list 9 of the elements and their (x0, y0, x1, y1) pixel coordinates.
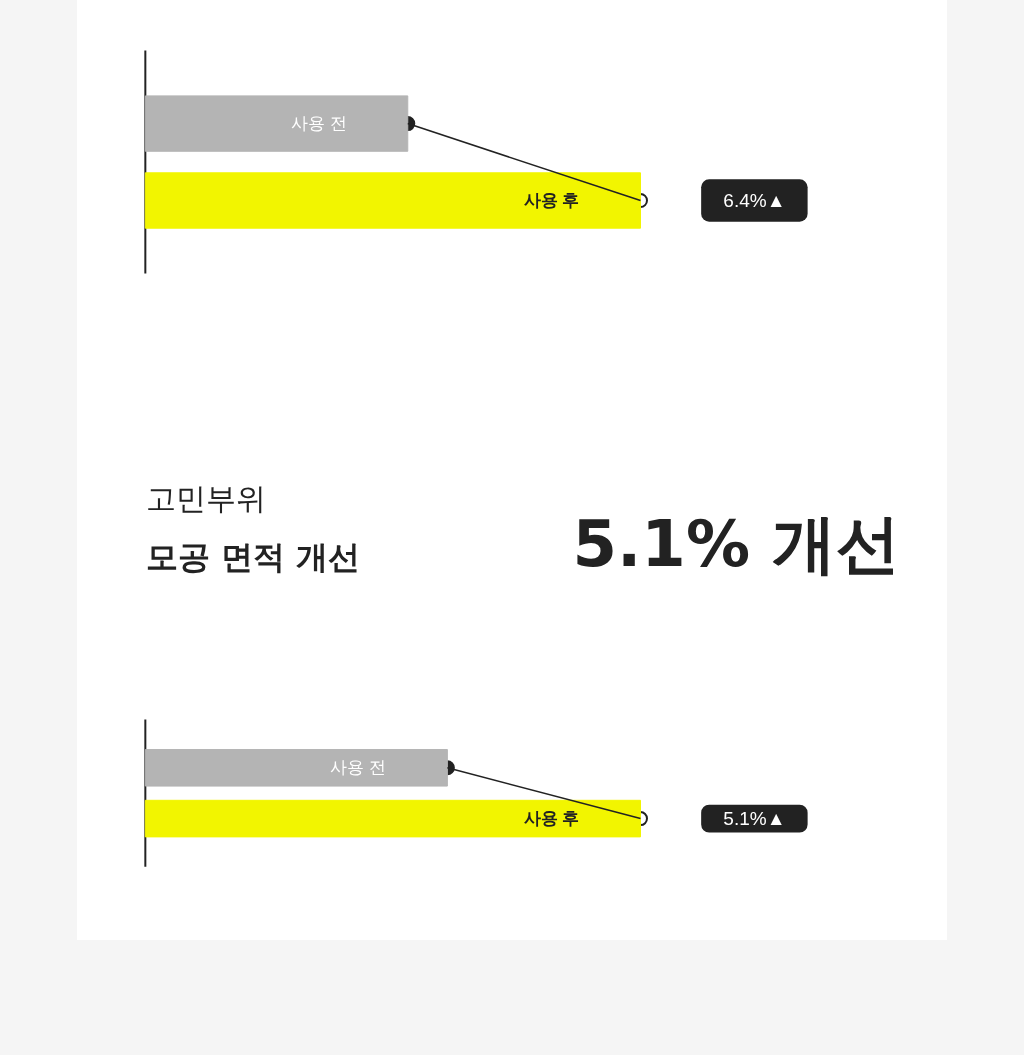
chart-subtitle: 모공 면적 개선 (145, 537, 360, 576)
y-tick-label: 사용 전 (330, 758, 387, 778)
chart-title: 고민부위 (145, 480, 266, 516)
text: 5.1% 개선 (572, 506, 901, 581)
y-tick-label: 사용 후 (523, 809, 580, 829)
text: 5.1%▲ (723, 808, 786, 830)
text: 6.4%▲ (723, 190, 786, 211)
y-tick-label: 사용 후 (523, 191, 580, 210)
y-tick-label: 사용 전 (290, 114, 347, 134)
